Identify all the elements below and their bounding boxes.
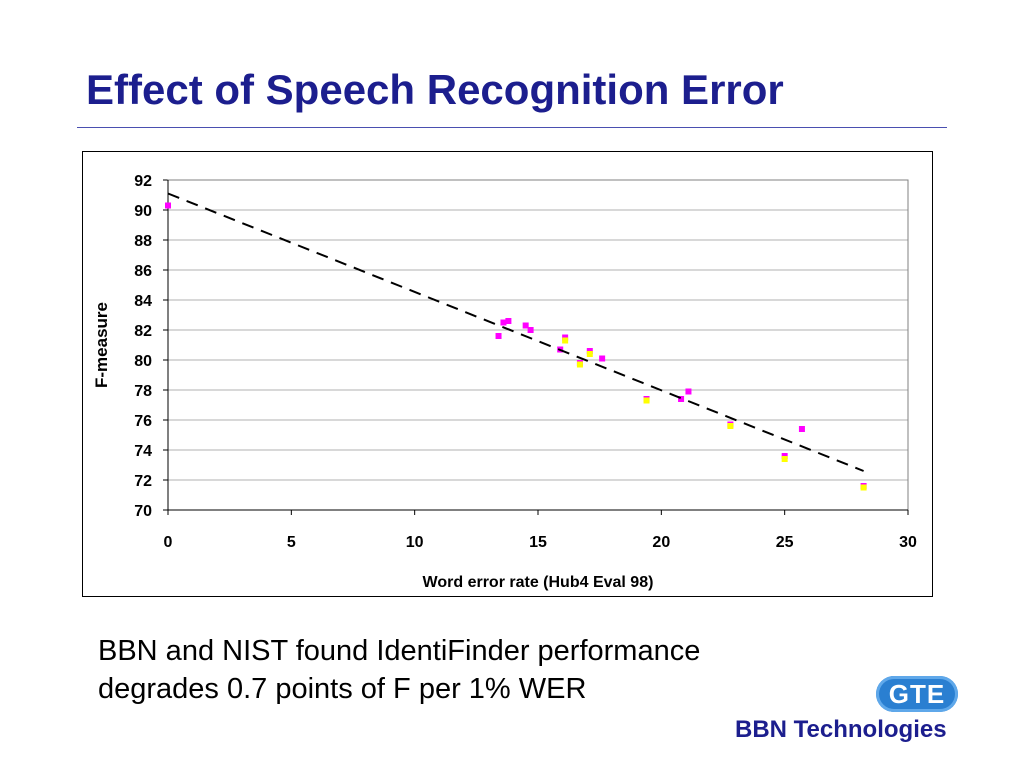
trendline	[167, 192, 864, 472]
data-point-series-1	[505, 318, 512, 324]
x-tick-label: 10	[406, 534, 424, 551]
y-tick-label: 74	[134, 443, 152, 460]
caption-line-1: BBN and NIST found IdentiFinder performa…	[98, 635, 701, 667]
y-axis-label: F-measure	[92, 302, 111, 388]
data-point-series-2	[781, 456, 788, 462]
data-point-series-2	[576, 361, 583, 368]
chart-frame: 70 72 74 76 78 80 82 84 86 88 90 92 0 5 10 15 20 25 30 Word…	[82, 151, 933, 597]
data-point-series-1	[685, 388, 692, 395]
y-tick-label: 76	[134, 413, 152, 430]
x-tick-label: 15	[529, 534, 547, 551]
y-tick-label: 84	[134, 293, 152, 310]
title-divider	[77, 127, 947, 128]
y-tick-label: 86	[134, 263, 152, 280]
y-tick-label: 80	[134, 353, 152, 370]
data-point-series-2	[562, 337, 569, 344]
data-point-series-1	[500, 319, 507, 326]
x-axis-label: Word error rate (Hub4 Eval 98)	[423, 574, 654, 591]
y-tick-label: 92	[134, 173, 152, 190]
data-point-series-2	[586, 351, 593, 357]
scatter-chart: 70 72 74 76 78 80 82 84 86 88 90 92 0 5 10 15 20 25 30 Word…	[92, 173, 917, 591]
data-point-series-1	[599, 355, 606, 362]
data-point-series-1	[678, 396, 685, 402]
y-tick-label: 78	[134, 383, 152, 400]
y-tick-label: 82	[134, 323, 152, 340]
company-name: BBN Technologies	[735, 716, 947, 743]
data-point-series-1	[522, 322, 529, 329]
caption-line-2: degrades 0.7 points of F per 1% WER	[98, 673, 587, 705]
caption: BBN and NIST found IdentiFinder performa…	[98, 632, 858, 708]
y-tick-label: 90	[134, 203, 152, 220]
gte-logo: GTE	[876, 676, 958, 712]
plot-area	[167, 179, 909, 511]
x-tick-label: 20	[652, 534, 670, 551]
y-tick-label: 88	[134, 233, 152, 250]
x-tick-label: 25	[776, 534, 794, 551]
y-tick-label: 70	[134, 503, 152, 520]
data-point-series-2	[727, 423, 734, 429]
x-tick-label: 30	[899, 534, 917, 551]
data-point-series-1	[527, 327, 534, 333]
data-point-series-2	[643, 397, 650, 404]
data-point-series-1	[798, 426, 805, 432]
slide-title: Effect of Speech Recognition Error	[86, 66, 784, 113]
data-point-series-1	[165, 202, 171, 209]
x-tick-label: 5	[287, 534, 296, 551]
data-point-series-1	[495, 333, 502, 339]
data-point-series-2	[860, 484, 867, 491]
x-tick-label: 0	[164, 534, 173, 551]
y-tick-label: 72	[134, 473, 152, 490]
